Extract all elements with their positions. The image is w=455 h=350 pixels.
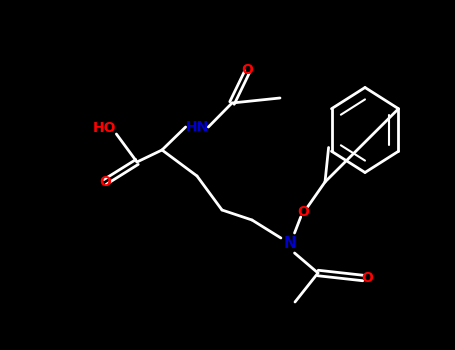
Text: O: O	[362, 271, 374, 285]
Text: HO: HO	[93, 121, 117, 135]
Text: O: O	[297, 205, 309, 219]
Text: O: O	[99, 175, 111, 189]
Text: HN: HN	[185, 120, 209, 134]
Text: O: O	[241, 63, 253, 77]
Text: N: N	[283, 236, 296, 251]
